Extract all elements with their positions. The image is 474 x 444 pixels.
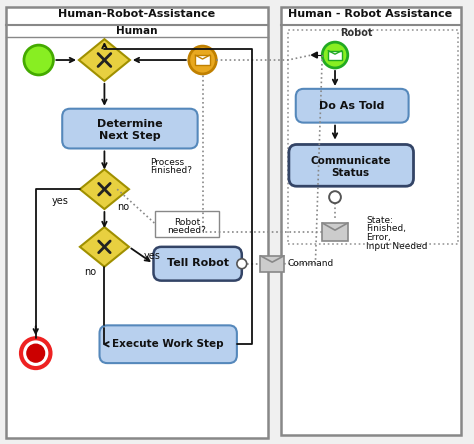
Text: Human-Robot-Assistance: Human-Robot-Assistance xyxy=(58,9,215,19)
Text: Status: Status xyxy=(332,168,370,178)
Text: Finished?: Finished? xyxy=(151,166,192,175)
Polygon shape xyxy=(79,39,130,81)
Text: Finished,: Finished, xyxy=(366,225,406,234)
Circle shape xyxy=(24,45,54,75)
FancyBboxPatch shape xyxy=(322,223,348,241)
Circle shape xyxy=(322,42,348,68)
FancyBboxPatch shape xyxy=(195,55,210,65)
Polygon shape xyxy=(311,52,318,58)
Text: needed?: needed? xyxy=(167,226,206,235)
FancyBboxPatch shape xyxy=(62,109,198,148)
Text: yes: yes xyxy=(144,251,161,261)
Text: Human: Human xyxy=(116,26,157,36)
Circle shape xyxy=(329,191,341,203)
Text: Tell Robot: Tell Robot xyxy=(167,258,228,268)
FancyBboxPatch shape xyxy=(6,8,268,438)
Text: Human - Robot Assistance: Human - Robot Assistance xyxy=(288,9,452,19)
Polygon shape xyxy=(80,169,129,209)
Circle shape xyxy=(27,344,45,362)
FancyBboxPatch shape xyxy=(328,51,342,59)
Text: Process: Process xyxy=(151,158,185,167)
Text: Error,: Error, xyxy=(366,234,391,242)
Text: yes: yes xyxy=(52,196,69,206)
Text: Robot: Robot xyxy=(340,28,373,38)
Circle shape xyxy=(189,46,216,74)
FancyBboxPatch shape xyxy=(154,247,242,281)
Text: Do As Told: Do As Told xyxy=(319,101,384,111)
Text: Command: Command xyxy=(288,259,334,268)
Text: State:: State: xyxy=(366,215,393,225)
FancyBboxPatch shape xyxy=(100,325,237,363)
Text: no: no xyxy=(117,202,129,212)
FancyBboxPatch shape xyxy=(296,89,409,123)
FancyBboxPatch shape xyxy=(260,256,284,272)
Text: Execute Work Step: Execute Work Step xyxy=(112,339,224,349)
FancyBboxPatch shape xyxy=(281,8,461,435)
FancyBboxPatch shape xyxy=(155,211,219,237)
Text: Robot: Robot xyxy=(173,218,200,226)
Text: Input Needed: Input Needed xyxy=(366,242,428,251)
Polygon shape xyxy=(80,227,129,267)
Circle shape xyxy=(21,338,50,368)
Text: no: no xyxy=(83,267,96,277)
Text: Next Step: Next Step xyxy=(99,131,161,141)
Circle shape xyxy=(237,259,246,269)
Text: Communicate: Communicate xyxy=(310,156,391,166)
FancyBboxPatch shape xyxy=(289,144,413,186)
Text: Determine: Determine xyxy=(97,119,163,129)
